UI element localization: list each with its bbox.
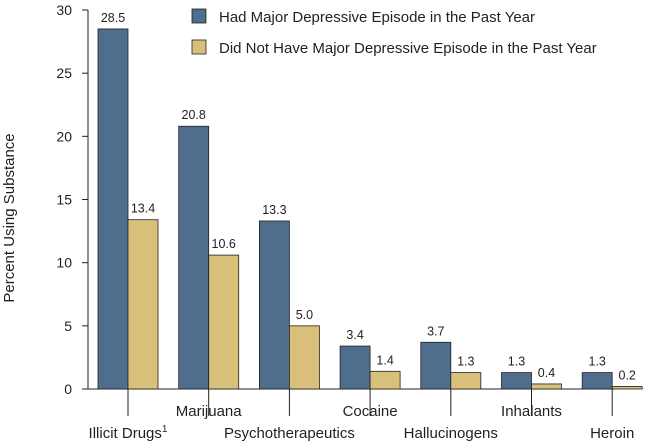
- data-label: 3.7: [427, 324, 444, 338]
- category-label: Marijuana: [176, 403, 243, 420]
- y-tick-label: 10: [56, 255, 72, 271]
- data-label: 28.5: [101, 11, 125, 25]
- bar-no-mde: [450, 372, 482, 390]
- bar-mde: [178, 125, 210, 390]
- legend-swatch-mde: [191, 8, 207, 24]
- data-label: 20.8: [182, 108, 206, 122]
- data-label: 0.2: [619, 368, 636, 382]
- bar-no-mde: [288, 325, 320, 390]
- data-label: 13.4: [131, 202, 155, 216]
- data-label: 0.4: [538, 366, 555, 380]
- category-label: Psychotherapeutics: [224, 425, 355, 442]
- category-label: Cocaine: [343, 403, 398, 420]
- axes: 0 5 10 15 20 25 30: [56, 2, 615, 416]
- bar-mde: [339, 345, 371, 390]
- data-label: 10.6: [212, 237, 236, 251]
- category-label: Hallucinogens: [404, 425, 498, 442]
- data-label: 1.3: [589, 355, 606, 369]
- bar-no-mde: [611, 386, 643, 390]
- bar-no-mde: [208, 254, 240, 390]
- data-label: 13.3: [262, 203, 286, 217]
- bar-mde: [581, 372, 613, 390]
- category-label: Illicit Drugs1: [89, 424, 168, 442]
- bar-mde: [501, 372, 532, 390]
- y-tick-label: 0: [64, 381, 72, 397]
- bar-no-mde: [127, 219, 159, 390]
- legend-swatch-no-mde: [191, 39, 207, 55]
- data-label: 5.0: [296, 308, 313, 322]
- bar-no-mde: [531, 383, 562, 390]
- y-tick-label: 5: [64, 318, 72, 334]
- bar-no-mde: [369, 370, 401, 390]
- data-label: 1.4: [376, 353, 393, 367]
- legend: Had Major Depressive Episode in the Past…: [191, 8, 597, 57]
- bars: [97, 28, 643, 390]
- data-label: 1.3: [457, 355, 474, 369]
- legend-label-no-mde: Did Not Have Major Depressive Episode in…: [219, 40, 597, 57]
- category-label: Inhalants: [501, 403, 562, 420]
- y-tick-label: 15: [56, 192, 72, 208]
- y-axis-title: Percent Using Substance: [1, 133, 18, 302]
- category-label: Heroin: [590, 425, 634, 442]
- y-tick-label: 25: [56, 65, 72, 81]
- bar-mde: [258, 220, 290, 390]
- footnote-marker: 1: [162, 424, 168, 435]
- bar-mde: [420, 341, 452, 390]
- data-label: 1.3: [508, 355, 525, 369]
- data-label: 3.4: [346, 328, 363, 342]
- bar-mde: [97, 28, 129, 390]
- legend-label-mde: Had Major Depressive Episode in the Past…: [219, 9, 535, 26]
- y-tick-label: 20: [56, 128, 72, 144]
- y-tick-label: 30: [56, 2, 72, 18]
